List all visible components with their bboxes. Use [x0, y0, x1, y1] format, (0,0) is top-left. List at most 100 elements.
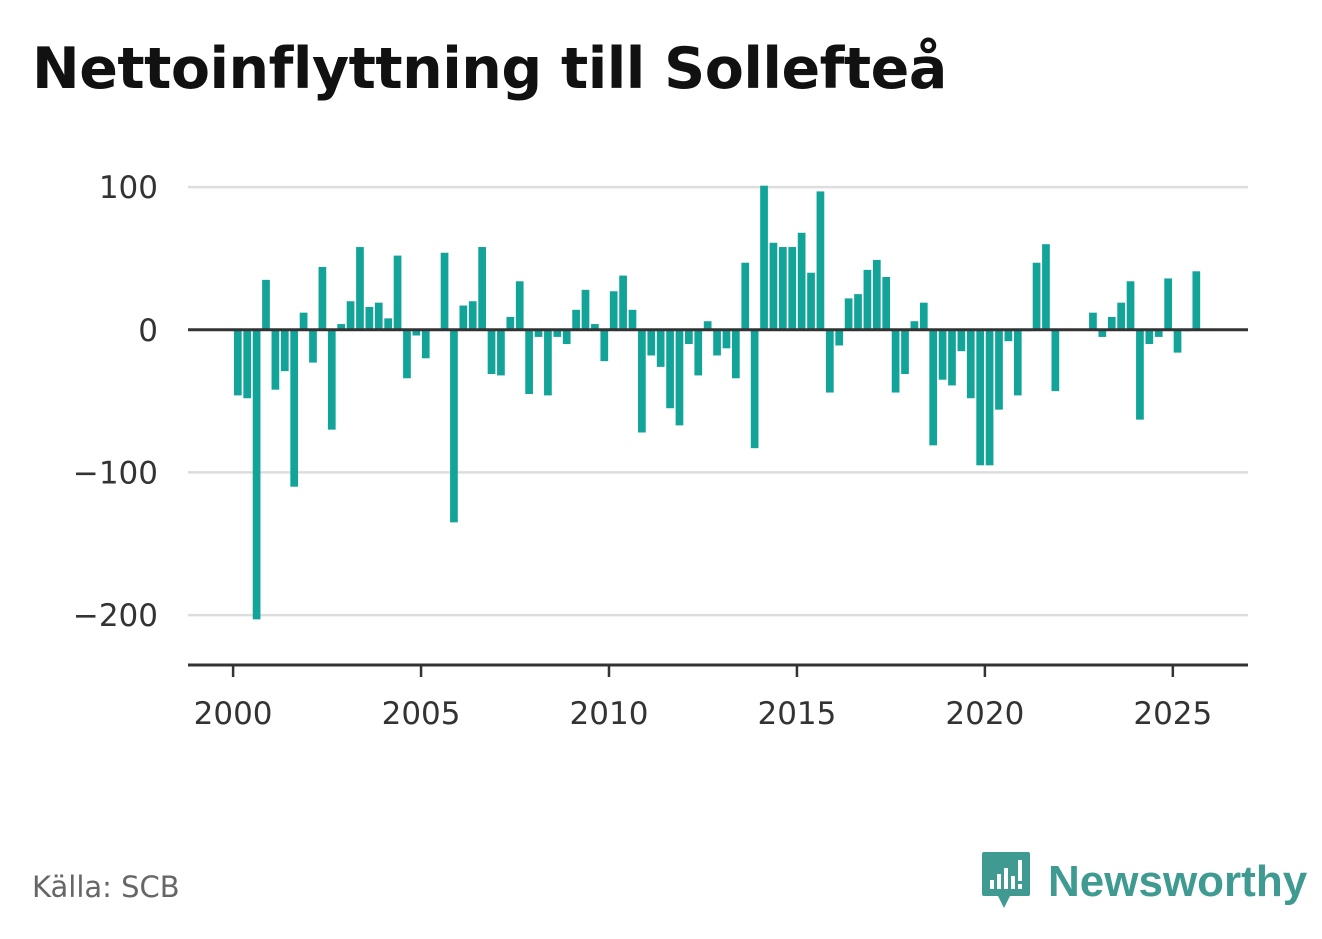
- bar: [544, 329, 552, 396]
- bar: [412, 329, 421, 336]
- bar: [685, 329, 693, 345]
- bar: [778, 247, 787, 330]
- bar: [976, 329, 985, 466]
- x-axis-ticks: 2000 2005 2010 2015 2020 2025: [194, 665, 1212, 732]
- newsworthy-logo-icon: [980, 850, 1032, 914]
- bar: [732, 329, 740, 379]
- bar: [243, 329, 252, 399]
- bar: [309, 329, 317, 363]
- bar: [854, 294, 862, 330]
- bar: [1145, 329, 1154, 345]
- bar: [788, 247, 797, 330]
- bar: [497, 329, 505, 376]
- bar: [1173, 329, 1182, 353]
- bar: [591, 324, 599, 330]
- bar: [572, 309, 580, 330]
- bar: [1164, 278, 1172, 330]
- x-tick-label: 2015: [757, 696, 836, 732]
- bar: [487, 329, 496, 374]
- brand-name: Newsworthy: [1048, 857, 1308, 906]
- y-axis-ticks: 100 0 −100 −200: [73, 170, 158, 634]
- bar: [807, 272, 815, 330]
- bar: [450, 329, 458, 523]
- bar: [760, 185, 768, 330]
- bar: [1192, 271, 1201, 330]
- bar-series: [233, 185, 1201, 620]
- bar: [1154, 329, 1163, 337]
- bar: [844, 298, 853, 330]
- bar: [722, 329, 731, 349]
- chart-title: Nettoinflyttning till Sollefteå: [32, 36, 947, 102]
- bar: [609, 291, 618, 330]
- x-tick-label: 2020: [945, 696, 1024, 732]
- bar: [863, 269, 872, 330]
- x-tick-label: 2025: [1133, 696, 1212, 732]
- bar: [919, 302, 928, 330]
- bar: [1098, 329, 1107, 337]
- x-tick-label: 2000: [194, 696, 273, 732]
- source-note: Källa: SCB: [32, 870, 180, 904]
- bar: [290, 329, 299, 487]
- bar: [262, 279, 270, 330]
- bar: [233, 329, 242, 396]
- bar: [647, 329, 656, 356]
- axes: [188, 328, 1248, 667]
- bar: [825, 329, 834, 393]
- bar: [835, 329, 844, 346]
- bar: [506, 316, 515, 330]
- y-tick-label: −100: [73, 455, 158, 491]
- bar: [750, 329, 759, 449]
- y-tick-label: 100: [99, 170, 158, 206]
- bar: [797, 232, 806, 330]
- bar: [478, 247, 486, 330]
- bar: [1032, 262, 1041, 330]
- y-tick-label: 0: [138, 313, 158, 349]
- brand[interactable]: Newsworthy: [980, 850, 1307, 914]
- bar: [393, 255, 402, 330]
- bar: [741, 262, 750, 330]
- bar: [985, 329, 994, 466]
- bar: [703, 321, 712, 330]
- bar: [948, 329, 956, 386]
- bar: [318, 267, 327, 330]
- bar: [966, 329, 975, 399]
- bar: [1042, 244, 1050, 330]
- bar: [459, 305, 468, 330]
- bar: [1089, 312, 1097, 330]
- bar: [957, 329, 966, 352]
- bar: [374, 302, 383, 330]
- bar: [280, 329, 289, 372]
- bar: [656, 329, 665, 367]
- bar: [553, 329, 562, 337]
- y-tick-label: −200: [73, 598, 158, 634]
- bar: [271, 329, 280, 390]
- bar: [619, 275, 627, 330]
- bar: [468, 301, 477, 330]
- bar: [901, 329, 909, 374]
- bar: [938, 329, 947, 380]
- bar: [384, 318, 393, 330]
- bar: [694, 329, 703, 376]
- x-tick-label: 2005: [382, 696, 461, 732]
- bar: [1004, 329, 1013, 342]
- bar: [1013, 329, 1022, 396]
- bar: [440, 252, 449, 330]
- bar: [628, 309, 637, 330]
- bar: [365, 306, 374, 330]
- bar: [675, 329, 684, 426]
- bar: [252, 329, 261, 620]
- bar: [1136, 329, 1144, 420]
- bar: [816, 191, 825, 330]
- bar: [769, 242, 778, 330]
- gridlines: [188, 185, 1248, 617]
- bar: [581, 289, 590, 330]
- bar: [1051, 329, 1060, 392]
- bar: [534, 329, 543, 337]
- bar: [1107, 316, 1116, 330]
- x-tick-label: 2010: [570, 696, 649, 732]
- bar: [346, 301, 355, 330]
- bar: [995, 329, 1003, 410]
- bar: [327, 329, 336, 430]
- bar: [666, 329, 674, 409]
- bar: [882, 277, 891, 330]
